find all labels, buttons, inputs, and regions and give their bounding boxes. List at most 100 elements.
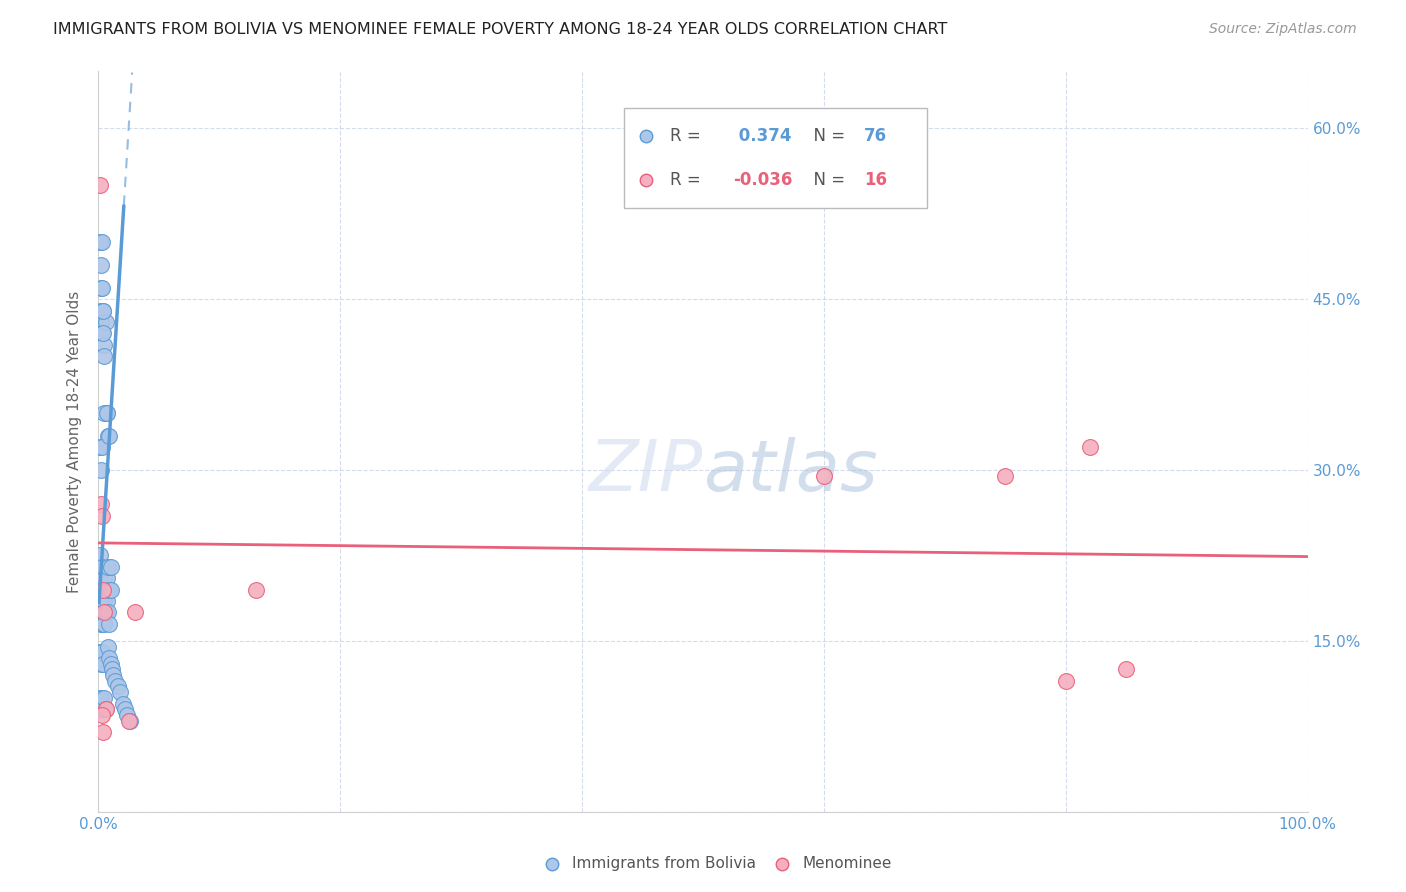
Point <box>90 281 112 295</box>
Point <box>90 657 112 671</box>
Point <box>96 406 118 420</box>
Point <box>94 702 117 716</box>
Point <box>93 606 115 620</box>
Point <box>91 582 114 597</box>
Point <box>100 662 122 676</box>
Text: atlas: atlas <box>703 437 877 506</box>
Text: 0.374: 0.374 <box>734 128 792 145</box>
Point <box>93 594 115 608</box>
Point <box>91 508 114 523</box>
Point <box>813 468 835 483</box>
Text: N =: N = <box>803 171 851 189</box>
Point <box>91 440 114 454</box>
Point <box>89 549 111 563</box>
Point <box>90 616 112 631</box>
Point <box>90 463 112 477</box>
Point <box>89 594 111 608</box>
Point <box>89 559 111 574</box>
Point <box>91 702 114 716</box>
Point <box>96 406 118 420</box>
Text: ZIP: ZIP <box>589 437 703 506</box>
Point <box>93 616 115 631</box>
Text: N =: N = <box>803 128 851 145</box>
Point <box>90 315 112 329</box>
Point <box>1078 440 1101 454</box>
Text: 76: 76 <box>863 128 887 145</box>
Point <box>1054 673 1077 688</box>
Point <box>100 657 122 671</box>
Point <box>89 645 111 659</box>
Point <box>90 594 112 608</box>
Point <box>91 725 114 739</box>
Point <box>91 707 114 722</box>
Text: 16: 16 <box>863 171 887 189</box>
Point <box>87 571 110 585</box>
Point <box>91 645 114 659</box>
Point <box>93 406 115 420</box>
Point <box>91 559 114 574</box>
Point <box>91 235 114 250</box>
Point <box>90 497 112 511</box>
Point <box>89 235 111 250</box>
Point <box>90 258 112 272</box>
Point <box>91 594 114 608</box>
Point <box>89 690 111 705</box>
Point <box>91 582 114 597</box>
Point <box>118 714 141 728</box>
Point <box>96 571 118 585</box>
Point <box>98 582 121 597</box>
Point <box>100 559 122 574</box>
Point <box>91 606 114 620</box>
Point <box>124 606 146 620</box>
Point <box>91 326 114 341</box>
Point <box>98 616 121 631</box>
Point <box>98 429 121 443</box>
Point <box>91 606 114 620</box>
Point <box>94 702 117 716</box>
Point <box>93 571 115 585</box>
Point <box>100 582 122 597</box>
Point <box>91 702 114 716</box>
Point <box>107 680 129 694</box>
Point <box>101 668 124 682</box>
Point <box>90 582 112 597</box>
Text: R =: R = <box>671 171 706 189</box>
Point <box>91 616 114 631</box>
Point <box>96 594 118 608</box>
Point <box>91 303 114 318</box>
Point <box>108 685 131 699</box>
Text: Menominee: Menominee <box>803 856 891 871</box>
Point <box>994 468 1017 483</box>
Point <box>104 673 127 688</box>
Point <box>111 697 134 711</box>
Point <box>93 690 115 705</box>
Point <box>93 337 115 351</box>
Point <box>91 582 114 597</box>
Point <box>97 606 120 620</box>
Point <box>98 651 121 665</box>
Point <box>1115 662 1137 676</box>
Point <box>89 303 111 318</box>
FancyBboxPatch shape <box>624 109 927 209</box>
Point <box>94 606 117 620</box>
Point <box>91 281 114 295</box>
Point <box>91 303 114 318</box>
Point <box>90 571 112 585</box>
Point <box>93 349 115 363</box>
Point <box>89 178 111 193</box>
Point <box>97 640 120 654</box>
Point <box>90 690 112 705</box>
Y-axis label: Female Poverty Among 18-24 Year Olds: Female Poverty Among 18-24 Year Olds <box>67 291 83 592</box>
Point <box>91 326 114 341</box>
Point <box>97 559 120 574</box>
Point <box>97 429 120 443</box>
Text: Immigrants from Bolivia: Immigrants from Bolivia <box>572 856 756 871</box>
Point <box>245 582 267 597</box>
Point <box>91 657 114 671</box>
Text: R =: R = <box>671 128 706 145</box>
Text: Source: ZipAtlas.com: Source: ZipAtlas.com <box>1209 22 1357 37</box>
Point <box>114 702 136 716</box>
Point <box>117 707 139 722</box>
Point <box>118 714 141 728</box>
Point <box>89 440 111 454</box>
